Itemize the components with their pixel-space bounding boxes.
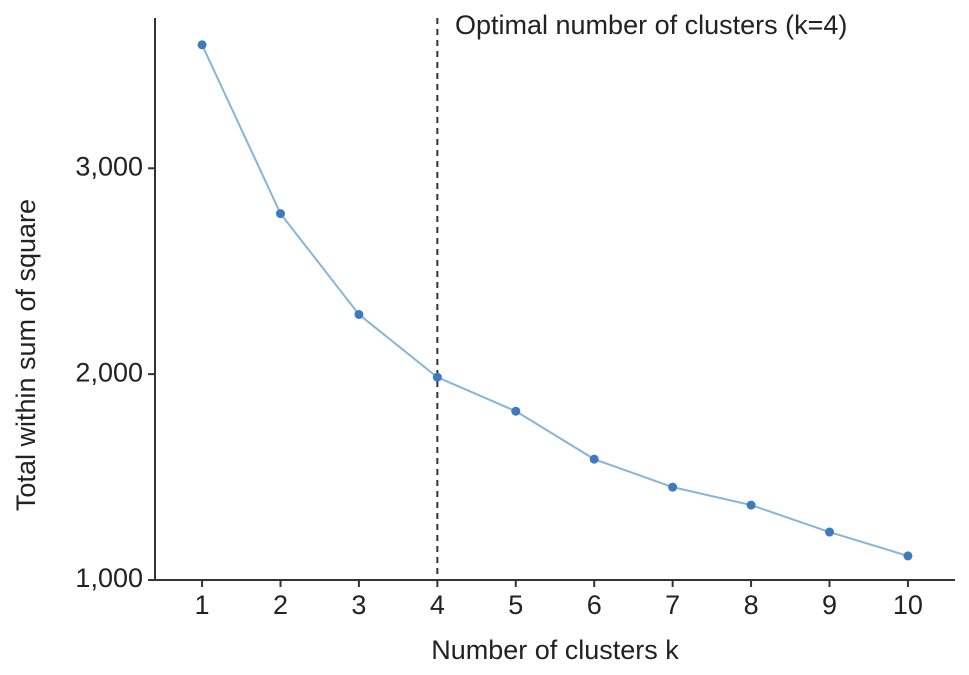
x-tick-label: 10 <box>893 590 923 620</box>
x-axis-label: Number of clusters k <box>431 635 679 665</box>
annotation: Optimal number of clusters (k=4) <box>455 10 847 40</box>
x-tick-label: 8 <box>744 590 759 620</box>
x-tick-label: 1 <box>195 590 210 620</box>
y-tick-label: 2,000 <box>75 357 143 387</box>
line <box>201 44 909 557</box>
x-tick-label: 5 <box>508 590 523 620</box>
point <box>903 551 913 561</box>
x-tick-label: 6 <box>587 590 602 620</box>
x-tick-label: 7 <box>665 590 680 620</box>
point <box>746 500 756 510</box>
point <box>275 209 285 219</box>
x-tick-label: 9 <box>822 590 837 620</box>
point <box>354 309 364 319</box>
x-tick-label: 3 <box>351 590 366 620</box>
point <box>511 406 521 416</box>
point <box>589 454 599 464</box>
point <box>825 527 835 537</box>
point <box>668 482 678 492</box>
y-tick-label: 3,000 <box>75 151 143 181</box>
point <box>432 372 442 382</box>
y-tick-label: 1,000 <box>75 563 143 593</box>
x-tick-label: 4 <box>430 590 445 620</box>
y-axis-label: Total within sum of square <box>11 199 41 511</box>
point <box>197 40 207 50</box>
x-tick-label: 2 <box>273 590 288 620</box>
